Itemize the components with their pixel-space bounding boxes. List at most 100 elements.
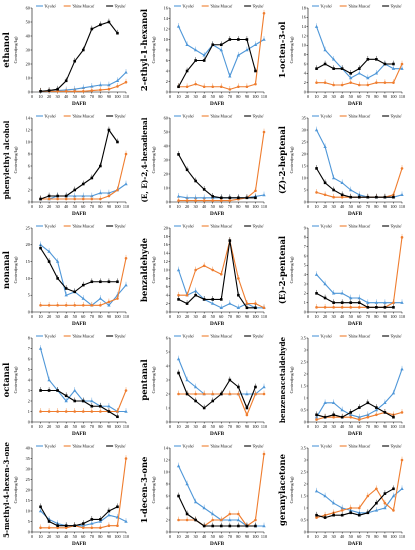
x-axis-label: DAFB bbox=[72, 541, 87, 547]
data-point bbox=[237, 524, 240, 528]
y-tick-label: 4 bbox=[28, 377, 31, 382]
data-point bbox=[383, 506, 387, 510]
data-point bbox=[374, 408, 379, 412]
legend-label: 'Shine Muscat' bbox=[348, 224, 370, 228]
x-tick-label: 30 bbox=[194, 314, 198, 319]
chart-title: ethanol bbox=[1, 32, 11, 68]
data-point bbox=[315, 513, 318, 517]
data-point bbox=[185, 42, 189, 46]
y-tick-label: 8 bbox=[304, 235, 306, 240]
x-tick-label: 10 bbox=[38, 424, 42, 429]
data-point bbox=[55, 259, 60, 263]
y-tick-label: 15 bbox=[302, 163, 306, 168]
y-tick-label: 1 bbox=[304, 300, 306, 305]
series-line bbox=[40, 129, 118, 200]
data-point bbox=[177, 153, 180, 156]
data-point bbox=[237, 85, 240, 89]
x-tick-label: 100 bbox=[252, 534, 258, 539]
data-point bbox=[39, 303, 42, 307]
y-tick-label: 0 bbox=[166, 89, 168, 94]
data-point bbox=[245, 302, 249, 305]
x-tick-label: 40 bbox=[202, 314, 206, 319]
y-tick-label: 50 bbox=[164, 129, 168, 134]
x-tick-label: 50 bbox=[349, 424, 353, 429]
data-point bbox=[116, 524, 119, 527]
data-point bbox=[254, 82, 257, 86]
data-point bbox=[245, 38, 249, 41]
legend-label: 'Kyoho' bbox=[321, 334, 333, 338]
data-point bbox=[332, 413, 335, 417]
data-point bbox=[193, 500, 198, 504]
y-tick-label: 4 bbox=[28, 175, 31, 180]
x-tick-label: 70 bbox=[366, 534, 370, 539]
data-point bbox=[90, 176, 94, 180]
x-tick-label: 60 bbox=[357, 534, 361, 539]
y-axis-label: Content(mg/kg) bbox=[289, 476, 294, 503]
y-tick-label: 8 bbox=[28, 151, 30, 156]
data-point bbox=[64, 293, 68, 297]
x-tick-label: 90 bbox=[383, 94, 387, 99]
y-tick-label: 8 bbox=[304, 52, 306, 57]
legend-label: 'Kyoho' bbox=[321, 444, 333, 448]
data-point bbox=[236, 306, 241, 309]
y-tick-label: 4 bbox=[166, 68, 169, 73]
y-tick-label: 6 bbox=[304, 61, 306, 66]
y-tick-label: 6 bbox=[166, 335, 168, 340]
y-axis-label: Content(mg/kg) bbox=[289, 36, 294, 63]
x-tick-label: 80 bbox=[374, 314, 378, 319]
data-point bbox=[81, 303, 85, 307]
y-tick-label: 0 bbox=[304, 419, 306, 424]
data-point bbox=[262, 193, 266, 197]
data-point bbox=[56, 389, 59, 392]
chart-panel-8: benzaldehyde Content(mg/kg) 0 2 4 6 8 10 12 14 16 1… bbox=[139, 224, 267, 327]
legend-label: 'Ryuho' bbox=[391, 114, 403, 118]
data-point bbox=[194, 293, 197, 297]
x-tick-label: 50 bbox=[211, 204, 215, 209]
data-point bbox=[124, 256, 128, 260]
data-point bbox=[202, 53, 206, 57]
x-tick-label: 60 bbox=[81, 204, 85, 209]
data-point bbox=[237, 277, 240, 280]
data-point bbox=[73, 90, 77, 93]
data-point bbox=[211, 399, 215, 403]
data-point bbox=[228, 378, 232, 382]
data-point bbox=[73, 290, 77, 294]
data-point bbox=[81, 522, 85, 525]
x-tick-label: 110 bbox=[123, 534, 129, 539]
data-point bbox=[47, 260, 51, 263]
data-point bbox=[383, 501, 387, 505]
chart-title: (E, E)-2,4-hexadienal bbox=[140, 117, 149, 202]
x-tick-label: 30 bbox=[194, 204, 198, 209]
legend-label: 'Ryuho' bbox=[391, 334, 403, 338]
x-tick-label: 80 bbox=[98, 204, 102, 209]
legend-label: 'Kyoho' bbox=[183, 4, 195, 8]
y-tick-label: 50 bbox=[26, 19, 30, 24]
data-point bbox=[107, 20, 111, 24]
x-tick-label: 80 bbox=[98, 314, 102, 319]
data-point bbox=[107, 300, 111, 304]
data-point bbox=[323, 401, 327, 404]
data-point bbox=[124, 457, 128, 460]
data-point bbox=[177, 371, 180, 375]
data-point bbox=[315, 413, 318, 417]
x-tick-label: 0 bbox=[169, 204, 171, 209]
data-point bbox=[124, 80, 128, 84]
y-tick-label: 5 bbox=[28, 519, 30, 524]
y-tick-label: 10 bbox=[164, 469, 168, 474]
legend-label: 'Kyoho' bbox=[183, 114, 195, 118]
chart-title: benzeneacetaldehyde bbox=[278, 336, 287, 423]
data-point bbox=[81, 197, 85, 201]
chart-title: geranylacetone bbox=[277, 454, 287, 526]
x-tick-label: 100 bbox=[390, 534, 396, 539]
data-point bbox=[392, 306, 395, 309]
data-point bbox=[375, 81, 378, 84]
data-point bbox=[349, 411, 353, 414]
y-tick-label: 0 bbox=[166, 309, 168, 314]
data-point bbox=[90, 27, 94, 31]
data-point bbox=[202, 59, 206, 62]
data-point bbox=[340, 195, 344, 199]
data-point bbox=[90, 89, 94, 92]
x-tick-label: 110 bbox=[261, 94, 267, 99]
x-tick-label: 70 bbox=[90, 424, 94, 429]
data-point bbox=[47, 526, 51, 530]
